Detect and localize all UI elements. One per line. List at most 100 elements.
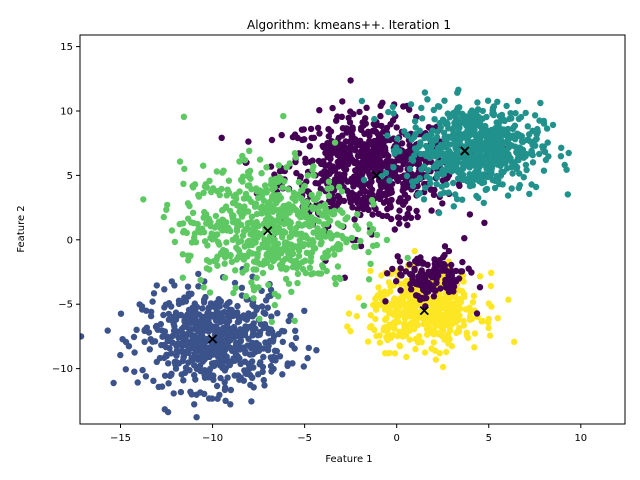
data-point — [396, 220, 403, 227]
data-point — [511, 338, 518, 345]
data-point — [231, 372, 238, 379]
data-point — [367, 260, 374, 267]
data-point — [339, 98, 346, 105]
data-point — [376, 339, 384, 346]
data-point — [528, 147, 535, 155]
data-point — [416, 142, 424, 149]
y-tick-label: −5 — [58, 300, 73, 311]
data-point — [391, 325, 398, 332]
data-point — [468, 107, 476, 114]
data-point — [253, 223, 260, 230]
data-point — [391, 350, 399, 357]
data-point — [346, 144, 353, 151]
data-point — [199, 358, 206, 365]
data-point — [165, 380, 172, 387]
data-point — [119, 336, 126, 343]
data-point — [344, 323, 351, 330]
data-point — [396, 258, 404, 265]
data-point — [292, 197, 299, 204]
data-point — [240, 377, 247, 384]
data-point — [356, 108, 363, 116]
data-point — [450, 159, 458, 166]
data-point — [200, 214, 207, 221]
data-point — [231, 199, 239, 206]
data-point — [360, 176, 368, 184]
data-point — [448, 267, 455, 275]
data-point — [200, 229, 208, 236]
data-point — [411, 247, 418, 255]
data-point — [348, 133, 355, 140]
data-point — [380, 199, 388, 206]
data-point — [268, 318, 275, 326]
data-point — [284, 362, 291, 369]
data-point — [206, 289, 214, 296]
data-point — [394, 253, 401, 260]
data-point — [195, 270, 202, 278]
y-tick-label: −10 — [52, 364, 73, 375]
data-point — [248, 398, 255, 405]
data-point — [409, 157, 417, 164]
data-point — [262, 297, 270, 304]
data-point — [549, 121, 557, 129]
data-point — [507, 110, 514, 117]
data-point — [330, 211, 337, 218]
data-point — [277, 214, 284, 221]
data-point — [439, 363, 447, 371]
data-point — [164, 201, 171, 209]
data-point — [305, 241, 312, 248]
data-point — [205, 310, 212, 317]
data-point — [494, 315, 501, 322]
data-point — [456, 182, 463, 189]
data-point — [541, 148, 549, 155]
data-point — [200, 189, 207, 196]
data-point — [561, 161, 568, 169]
data-point — [210, 372, 217, 379]
data-point — [163, 352, 170, 360]
data-point — [271, 184, 278, 191]
data-point — [372, 128, 380, 135]
data-point — [198, 320, 205, 327]
data-point — [377, 182, 384, 189]
data-point — [336, 183, 343, 191]
centroid-x-marker — [460, 146, 470, 156]
centroid-x-marker — [263, 226, 273, 236]
data-point — [139, 366, 146, 374]
data-point — [437, 142, 445, 149]
data-point — [192, 376, 199, 383]
data-point — [232, 342, 240, 349]
data-point — [368, 196, 376, 204]
data-point — [396, 207, 403, 214]
data-point — [328, 184, 335, 192]
data-point — [459, 113, 466, 120]
data-point — [412, 258, 419, 265]
data-point — [236, 188, 243, 195]
data-point — [355, 225, 362, 233]
data-point — [454, 328, 461, 335]
data-point — [348, 234, 356, 242]
data-point — [180, 354, 187, 361]
data-point — [193, 318, 201, 325]
data-point — [299, 136, 306, 144]
data-point — [304, 235, 311, 242]
data-point — [504, 192, 512, 199]
data-point — [372, 306, 380, 313]
data-point — [136, 301, 143, 308]
data-point — [391, 226, 398, 233]
data-point — [379, 135, 386, 142]
data-point — [423, 173, 430, 180]
data-point — [242, 194, 250, 201]
data-point — [267, 286, 275, 293]
data-point — [288, 229, 296, 236]
data-point — [434, 172, 441, 180]
data-point — [337, 157, 344, 164]
data-point — [418, 104, 425, 112]
data-point — [208, 188, 215, 196]
data-point — [236, 221, 243, 229]
data-point — [409, 305, 416, 312]
data-point — [490, 110, 497, 117]
data-point — [372, 315, 379, 323]
data-point — [414, 182, 421, 190]
data-point — [244, 168, 252, 176]
centroid-markers — [207, 146, 470, 344]
data-point — [184, 200, 192, 207]
